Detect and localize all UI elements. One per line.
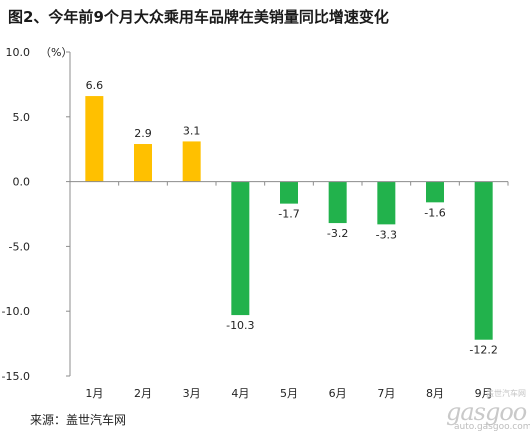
bar xyxy=(377,181,396,225)
bar xyxy=(134,144,152,182)
x-tick-label: 7月 xyxy=(377,387,395,400)
y-axis: 10.0 5.0 0.0 -5.0 -10.0 -15.0 （%） xyxy=(2,46,73,383)
data-label: 6.6 xyxy=(86,79,104,92)
x-tick-label: 3月 xyxy=(183,387,201,400)
x-tick-label: 6月 xyxy=(329,387,347,400)
chart-title: 图2、今年前9个月大众乘用车品牌在美销量同比增速变化 xyxy=(8,8,389,26)
data-label: -1.7 xyxy=(278,208,299,221)
x-axis: 1月 2月 3月 4月 5月 6月 7月 8月 9月 xyxy=(85,387,492,400)
data-label: -3.3 xyxy=(376,228,397,241)
x-tick-label: 1月 xyxy=(85,387,103,400)
y-tick-label: 0.0 xyxy=(13,176,31,189)
bars xyxy=(85,96,493,340)
y-tick-label: -15.0 xyxy=(2,370,30,383)
data-label: -3.2 xyxy=(327,227,348,240)
data-label: -12.2 xyxy=(469,344,497,357)
bar xyxy=(426,181,444,203)
x-tick-label: 2月 xyxy=(134,387,152,400)
watermark-logo: gasgoo xyxy=(446,398,527,426)
x-tick-label: 5月 xyxy=(280,387,298,400)
zero-line xyxy=(69,181,509,186)
bar xyxy=(280,181,298,204)
bar xyxy=(182,141,201,182)
data-label: 3.1 xyxy=(183,124,201,137)
bar xyxy=(328,181,347,224)
bar xyxy=(85,96,104,182)
y-unit-label: （%） xyxy=(40,46,72,59)
y-tick-label: -5.0 xyxy=(9,240,30,253)
bar xyxy=(231,181,250,316)
x-tick-label: 9月 xyxy=(475,387,493,400)
data-labels: 6.6 2.9 3.1 -10.3 -1.7 -3.2 -3.3 -1.6 -12.2 xyxy=(86,79,498,357)
data-label: -10.3 xyxy=(226,319,254,332)
watermark-url: auto.gasgoo.com xyxy=(454,422,530,432)
bar xyxy=(474,181,493,340)
y-tick-label: -10.0 xyxy=(2,305,30,318)
watermark: 盖世汽车网 gasgoo auto.gasgoo.com xyxy=(446,388,530,436)
watermark-cn: 盖世汽车网 xyxy=(486,389,526,398)
y-tick-label: 5.0 xyxy=(13,111,31,124)
y-tick-label: 10.0 xyxy=(6,46,31,59)
data-label: -1.6 xyxy=(424,206,445,219)
source-note: 来源：盖世汽车网 xyxy=(30,413,127,427)
data-label: 2.9 xyxy=(134,127,152,140)
x-tick-label: 4月 xyxy=(231,387,249,400)
x-tick-label: 8月 xyxy=(426,387,444,400)
